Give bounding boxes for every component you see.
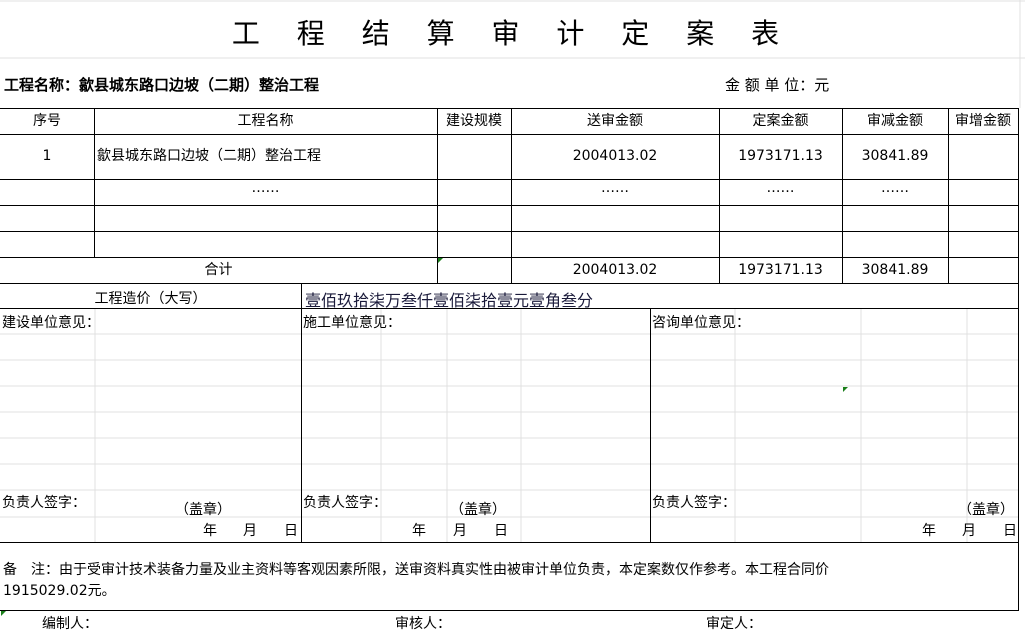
table-cell — [437, 205, 511, 231]
column-header: 送审金额 — [587, 113, 643, 129]
total-submitted: 2004013.02 — [572, 262, 658, 278]
signature-label: 负责人签字： — [652, 495, 736, 511]
cell-comment-marker — [1, 611, 6, 616]
table-cell — [948, 231, 1018, 257]
project-name-label: 工程名称：歙县城东路口边坡（二期）整治工程 — [4, 76, 320, 94]
month-label: 月 — [243, 523, 257, 539]
table-cell: 1 — [42, 148, 52, 164]
preparer-label: 编制人： — [42, 616, 98, 632]
currency-unit-label: 金 额 单 位：元 — [725, 76, 830, 94]
seal-label: （盖章） — [958, 502, 1014, 518]
capital-amount-value: 壹佰玖拾柒万叁仟壹佰柒拾壹元壹角叁分 — [305, 291, 594, 310]
table-cell — [437, 231, 511, 257]
table-cell: 歙县城东路口边坡（二期）整治工程 — [97, 148, 321, 164]
table-cell: …… — [601, 180, 629, 196]
column-header: 建设规模 — [446, 113, 502, 129]
table-cell: …… — [881, 180, 909, 196]
cell-comment-marker — [843, 387, 848, 392]
column-header: 审减金额 — [867, 113, 923, 129]
day-label: 日 — [494, 523, 508, 539]
month-label: 月 — [962, 523, 976, 539]
total-approved: 1973171.13 — [738, 262, 823, 278]
total-reduced: 30841.89 — [861, 262, 929, 278]
total-label: 合计 — [204, 262, 233, 278]
seal-label: （盖章） — [450, 502, 506, 518]
table-cell — [0, 231, 94, 257]
table-cell: 1973171.13 — [738, 148, 823, 164]
reviewer-label: 审核人： — [395, 616, 451, 632]
day-label: 日 — [284, 523, 298, 539]
year-label: 年 — [412, 523, 426, 539]
table-cell — [842, 231, 948, 257]
month-label: 月 — [453, 523, 467, 539]
table-cell — [948, 175, 1018, 201]
table-cell — [437, 175, 511, 201]
table-cell — [842, 205, 948, 231]
table-cell: 30841.89 — [861, 148, 929, 164]
capital-amount-label: 工程造价（大写） — [94, 291, 207, 307]
table-cell: …… — [766, 180, 795, 196]
table-cell — [0, 205, 94, 231]
column-header: 审增金额 — [955, 113, 1011, 129]
table-cell — [511, 205, 719, 231]
opinion-label: 施工单位意见： — [303, 315, 401, 331]
table-cell — [437, 134, 511, 179]
day-label: 日 — [1003, 523, 1017, 539]
column-header: 工程名称 — [237, 113, 294, 129]
table-cell — [948, 205, 1018, 231]
remark-line-2: 1915029.02元。 — [3, 583, 116, 599]
table-cell — [0, 175, 94, 201]
page-title: 工 程 结 算 审 计 定 案 表 — [231, 17, 794, 50]
table-cell — [948, 134, 1018, 179]
table-cell — [94, 205, 437, 231]
column-header: 定案金额 — [752, 113, 809, 129]
opinion-label: 咨询单位意见： — [652, 315, 750, 331]
remark-line-1: 备 注：由于受审计技术装备力量及业主资料等客观因素所限，送审资料真实性由被审计单… — [3, 562, 829, 578]
signature-label: 负责人签字： — [2, 495, 86, 511]
opinion-label: 建设单位意见： — [2, 315, 100, 331]
cell-comment-marker — [438, 258, 443, 263]
year-label: 年 — [922, 523, 936, 539]
table-cell — [719, 205, 842, 231]
table-cell: 2004013.02 — [572, 148, 658, 164]
year-label: 年 — [203, 523, 217, 539]
table-cell — [719, 231, 842, 257]
signature-label: 负责人签字： — [303, 495, 387, 511]
seal-label: （盖章） — [175, 502, 231, 518]
table-cell: …… — [251, 180, 280, 196]
table-cell — [511, 231, 719, 257]
column-header: 序号 — [33, 113, 61, 129]
approver-label: 审定人： — [706, 616, 762, 632]
table-cell — [94, 231, 437, 257]
